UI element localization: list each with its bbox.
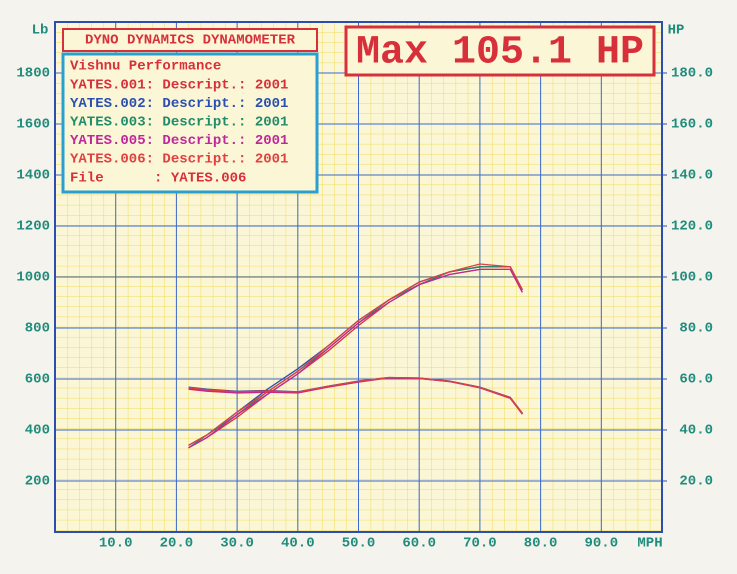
x-tick-label: 20.0 [160,536,194,552]
legend-entry: YATES.005: Descript.: 2001 [70,133,288,149]
legend-entry: YATES.003: Descript.: 2001 [70,115,288,131]
shop-name: Vishnu Performance [70,59,221,75]
y-tick-label: 800 [25,321,50,337]
y2-tick-label: 100.0 [671,270,713,286]
y-tick-label: 1400 [16,168,50,184]
plot-frame [54,21,663,533]
legend-entry: YATES.006: Descript.: 2001 [70,152,288,168]
x-tick-label: 40.0 [281,536,315,552]
legend-entry: YATES.002: Descript.: 2001 [70,96,288,112]
x-tick-label: 90.0 [584,536,618,552]
header: DYNO DYNAMICS DYNAMOMETER [85,33,296,49]
y2-tick-label: 60.0 [679,372,713,388]
x-tick-label: 80.0 [524,536,558,552]
max-box [344,25,656,77]
x-tick-label: 60.0 [402,536,436,552]
y-tick-label: 1600 [16,117,50,133]
y-axis-label: Lb [32,23,49,39]
y-tick-label: 1000 [16,270,50,286]
hp-curve [188,263,523,446]
x-tick-label: 30.0 [220,536,254,552]
y2-axis-label: HP [668,23,685,39]
y-tick-label: 600 [25,372,50,388]
y2-tick-label: 120.0 [671,219,713,235]
legend-entry: YATES.001: Descript.: 2001 [70,78,288,94]
y-tick-label: 1200 [16,219,50,235]
y2-tick-label: 140.0 [671,168,713,184]
y-tick-label: 400 [25,423,50,439]
x-tick-label: 50.0 [342,536,376,552]
y2-tick-label: 180.0 [671,66,713,82]
x-axis-label: MPH [637,536,662,552]
y2-tick-label: 160.0 [671,117,713,133]
y2-tick-label: 40.0 [679,423,713,439]
hp-curve [188,268,523,449]
max-hp: Max 105.1 HP [356,31,644,76]
header-box [62,28,318,52]
x-tick-label: 70.0 [463,536,497,552]
legend-box [61,52,319,194]
y-tick-label: 200 [25,474,50,490]
y2-tick-label: 80.0 [679,321,713,337]
x-tick-label: 10.0 [99,536,133,552]
file-label: File : YATES.006 [70,171,246,187]
y-tick-label: 1800 [16,66,50,82]
lb-curve [188,376,523,414]
y2-tick-label: 20.0 [679,474,713,490]
